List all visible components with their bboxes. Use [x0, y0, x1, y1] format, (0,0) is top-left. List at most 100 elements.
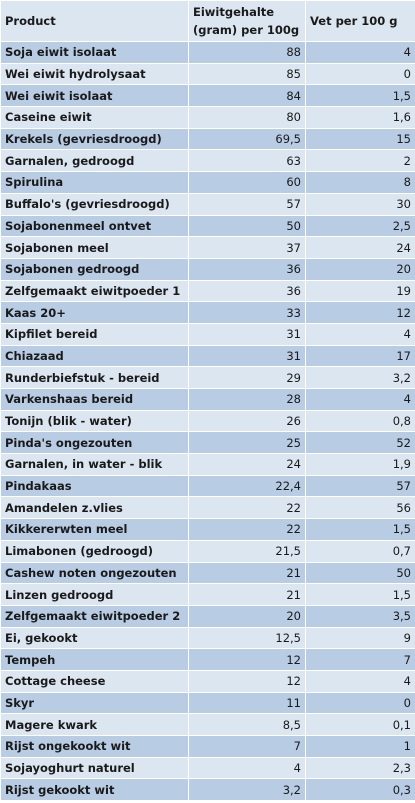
value-cell: 0,3: [305, 778, 415, 802]
table-row: Ei, gekookt 12,5 9: [0, 626, 415, 650]
product-cell: Varkenshaas bereid: [0, 388, 189, 411]
product-cell: Linzen gedroogd: [0, 583, 189, 606]
value-cell: 0: [305, 62, 415, 86]
value-cell: 28: [188, 388, 306, 411]
product-cell: Sojabonenmeel ontvet: [0, 214, 189, 238]
value-cell: 37: [188, 236, 306, 259]
table-row: Garnalen, in water - blik 24 1,9: [0, 453, 415, 476]
value-cell: 19: [305, 279, 415, 303]
product-cell: Runderbiefstuk - bereid: [0, 366, 189, 389]
table-row: Cottage cheese 12 4: [0, 669, 415, 693]
table-row: Rijst gekookt wit 3,2 0,3: [0, 778, 415, 802]
value-cell: 30: [305, 192, 415, 216]
value-cell: 80: [188, 106, 306, 129]
table-row: Sojabonen gedroogd 36 20: [0, 257, 415, 281]
product-cell: Soja eiwit isolaat: [0, 41, 189, 64]
value-cell: 50: [305, 561, 415, 585]
product-cell: Kikkererwten meel: [0, 518, 189, 541]
table-row: Zelfgemaakt eiwitpoeder 2 20 3,5: [0, 604, 415, 628]
value-cell: 1: [305, 735, 415, 758]
table-row: Amandelen z.vlies 22 56: [0, 496, 415, 520]
table-row: Skyr 11 0: [0, 691, 415, 715]
product-cell: Kipfilet bereid: [0, 322, 189, 346]
value-cell: 4: [305, 322, 415, 346]
value-cell: 4: [188, 756, 306, 780]
value-cell: 52: [305, 431, 415, 455]
table-row: Sojabonenmeel ontvet 50 2,5: [0, 214, 415, 238]
value-cell: 2: [305, 149, 415, 173]
value-cell: 29: [188, 366, 306, 389]
product-cell: Wei eiwit isolaat: [0, 84, 189, 108]
value-cell: 1,5: [305, 84, 415, 108]
product-cell: Buffalo's (gevriesdroogd): [0, 192, 189, 216]
table-row: Sojabonen meel 37 24: [0, 236, 415, 259]
product-cell: Magere kwark: [0, 713, 189, 736]
table-row: Rijst ongekookt wit 7 1: [0, 735, 415, 758]
value-cell: 84: [188, 84, 306, 108]
value-cell: 12: [305, 301, 415, 324]
value-cell: 9: [305, 626, 415, 650]
table-row: Pinda's ongezouten 25 52: [0, 431, 415, 455]
value-cell: 1,5: [305, 518, 415, 541]
product-cell: Tempeh: [0, 648, 189, 671]
product-cell: Garnalen, in water - blik: [0, 453, 189, 476]
product-cell: Skyr: [0, 691, 189, 715]
product-cell: Krekels (gevriesdroogd): [0, 127, 189, 151]
table-row: Zelfgemaakt eiwitpoeder 1 36 19: [0, 279, 415, 303]
value-cell: 31: [188, 344, 306, 368]
table-row: Varkenshaas bereid 28 4: [0, 388, 415, 411]
value-cell: 60: [188, 171, 306, 194]
table-row: Magere kwark 8,5 0,1: [0, 713, 415, 736]
value-cell: 20: [305, 257, 415, 281]
value-cell: 3,2: [188, 778, 306, 802]
value-cell: 0,8: [305, 409, 415, 433]
value-cell: 8,5: [188, 713, 306, 736]
table-row: Krekels (gevriesdroogd) 69,5 15: [0, 127, 415, 151]
value-cell: 57: [188, 192, 306, 216]
header-cell: Eiwitgehalte (gram) per 100g: [188, 0, 306, 42]
table-row: Sojayoghurt naturel 4 2,3: [0, 756, 415, 780]
value-cell: 21: [188, 561, 306, 585]
product-cell: Caseine eiwit: [0, 106, 189, 129]
value-cell: 26: [188, 409, 306, 433]
table-row: Wei eiwit isolaat 84 1,5: [0, 84, 415, 108]
value-cell: 1,6: [305, 106, 415, 129]
value-cell: 36: [188, 279, 306, 303]
product-cell: Tonijn (blik - water): [0, 409, 189, 433]
table-row: Pindakaas 22,4 57: [0, 474, 415, 498]
table-row: Limabonen (gedroogd) 21,5 0,7: [0, 539, 415, 563]
table-row: Wei eiwit hydrolysaat 85 0: [0, 62, 415, 86]
table-row: Garnalen, gedroogd 63 2: [0, 149, 415, 173]
table-row: Caseine eiwit 80 1,6: [0, 106, 415, 129]
value-cell: 0,1: [305, 713, 415, 736]
value-cell: 50: [188, 214, 306, 238]
value-cell: 88: [188, 41, 306, 64]
product-cell: Chiazaad: [0, 344, 189, 368]
product-cell: Rijst ongekookt wit: [0, 735, 189, 758]
product-cell: Zelfgemaakt eiwitpoeder 2: [0, 604, 189, 628]
product-cell: Kaas 20+: [0, 301, 189, 324]
product-cell: Pinda's ongezouten: [0, 431, 189, 455]
table-row: Tonijn (blik - water) 26 0,8: [0, 409, 415, 433]
value-cell: 4: [305, 669, 415, 693]
product-cell: Ei, gekookt: [0, 626, 189, 650]
value-cell: 63: [188, 149, 306, 173]
product-cell: Cashew noten ongezouten: [0, 561, 189, 585]
table-row: Tempeh 12 7: [0, 648, 415, 671]
value-cell: 15: [305, 127, 415, 151]
value-cell: 12,5: [188, 626, 306, 650]
value-cell: 7: [305, 648, 415, 671]
value-cell: 2,3: [305, 756, 415, 780]
product-cell: Sojayoghurt naturel: [0, 756, 189, 780]
value-cell: 21,5: [188, 539, 306, 563]
value-cell: 33: [188, 301, 306, 324]
product-cell: Wei eiwit hydrolysaat: [0, 62, 189, 86]
product-cell: Rijst gekookt wit: [0, 778, 189, 802]
header-row: Product Eiwitgehalte (gram) per 100g Vet…: [0, 0, 415, 42]
value-cell: 31: [188, 322, 306, 346]
value-cell: 36: [188, 257, 306, 281]
product-cell: Cottage cheese: [0, 669, 189, 693]
table-row: Chiazaad 31 17: [0, 344, 415, 368]
product-cell: Sojabonen meel: [0, 236, 189, 259]
